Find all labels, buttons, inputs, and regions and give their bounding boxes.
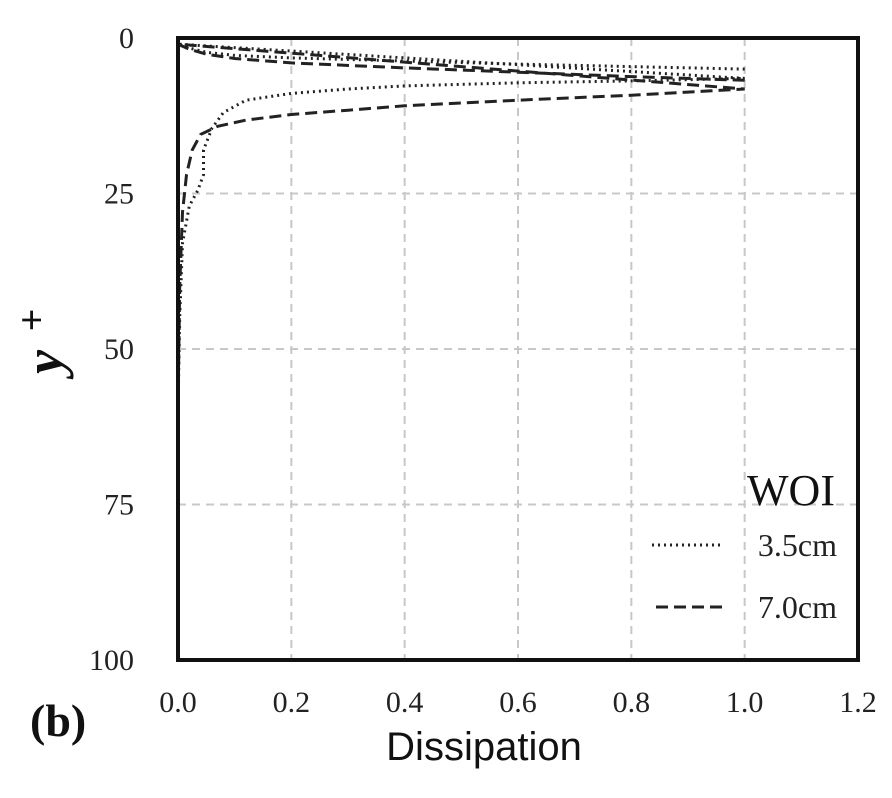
y-tick-label-0: 0 [119,22,134,55]
y-axis-title: y [14,349,74,380]
x-tick-label-4: 0.8 [613,686,651,719]
y-axis-superscript: + [9,309,54,332]
panel-label: (b) [30,695,86,746]
y-tick-label-3: 75 [104,489,134,522]
series-lines [176,42,745,660]
x-tick-label-5: 1.0 [726,686,764,719]
x-tick-labels: 0.0 0.2 0.4 0.6 0.8 1.0 1.2 [159,686,877,719]
series-line-1 [176,42,745,660]
x-axis-title: Dissipation [386,725,582,769]
x-tick-label-2: 0.4 [386,686,424,719]
x-tick-label-6: 1.2 [839,686,877,719]
x-tick-label-3: 0.6 [499,686,537,719]
y-axis-label: y + [9,309,74,380]
grid-lines [178,38,858,660]
series-line-0 [176,42,745,660]
y-tick-label-1: 25 [104,178,134,211]
legend-label-3-5cm: 3.5cm [758,527,837,563]
y-tick-label-4: 100 [89,644,134,677]
y-tick-label-2: 50 [104,333,134,366]
plot-frame [176,36,860,662]
legend-title: WOI [747,466,835,515]
legend-label-7-0cm: 7.0cm [758,589,837,625]
x-tick-label-1: 0.2 [273,686,311,719]
y-tick-labels: 0 25 50 75 100 [89,22,134,677]
legend: WOI 3.5cm 7.0cm [652,466,837,625]
x-tick-label-0: 0.0 [159,686,197,719]
